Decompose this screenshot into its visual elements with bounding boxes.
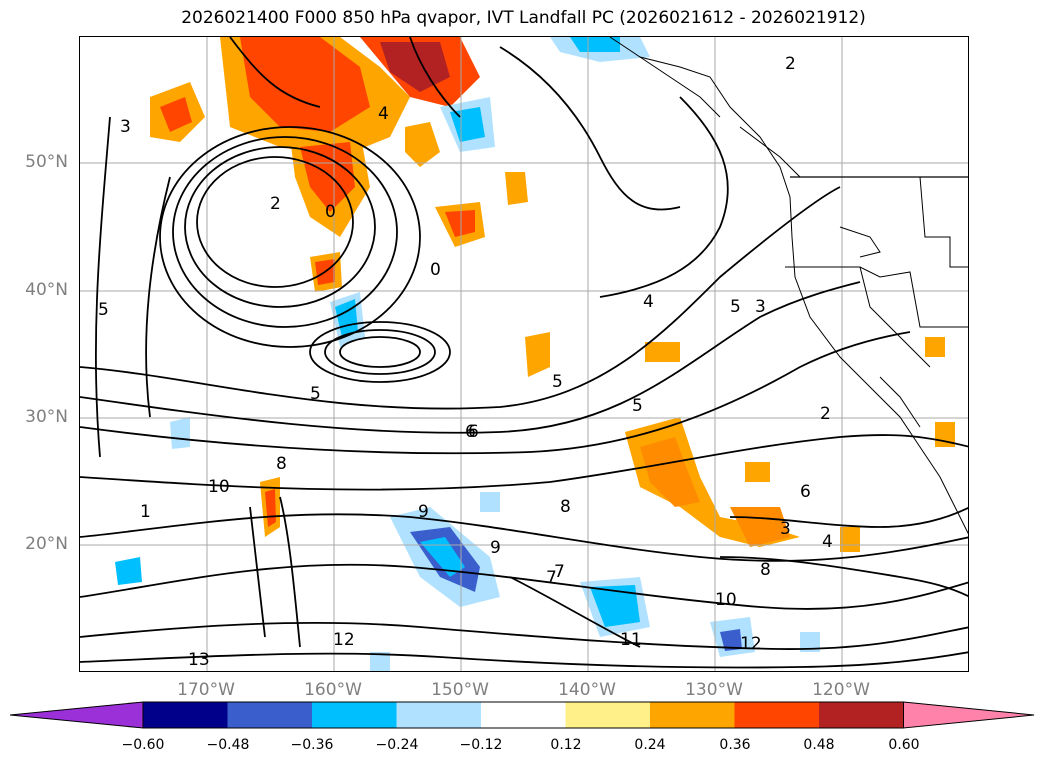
- lat-label-40n: 40°N: [25, 280, 68, 300]
- colorbar-tick-label: −0.24: [375, 737, 419, 753]
- contour-label: 6: [800, 482, 811, 502]
- lat-label-30n: 30°N: [25, 407, 68, 427]
- colorbar-segment: [227, 702, 312, 728]
- colorbar-segment: [481, 702, 566, 728]
- colorbar-segment: [396, 702, 481, 728]
- lat-label-50n: 50°N: [25, 152, 68, 172]
- colorbar-tick-label: 0.36: [719, 737, 751, 753]
- contour-label: 3: [120, 117, 131, 137]
- contour-label: 7: [546, 568, 557, 588]
- lat-label-20n: 20°N: [25, 534, 68, 554]
- colorbar-segment: [143, 702, 228, 728]
- contour-label: 4: [643, 292, 654, 312]
- contour-label: 2: [820, 404, 831, 424]
- contour-label: 9: [418, 502, 429, 522]
- lon-label-150w: 150°W: [431, 680, 489, 700]
- colorbar-extend-min: [10, 701, 144, 729]
- colorbar-segments: [10, 701, 1035, 729]
- contour-label: 0: [430, 260, 441, 280]
- contour-label: 12: [740, 634, 762, 654]
- contour-label: 5: [730, 297, 741, 317]
- contour-label: 2: [270, 194, 281, 214]
- colorbar-tick-label: 0.12: [550, 737, 582, 753]
- map-panel: 2 3 4 5 6 8 10 12 0 7 9 11 2 3 4 5 5 5 6…: [79, 36, 969, 672]
- colorbar-tick-label: 0.60: [888, 737, 920, 753]
- contour-label: 6: [468, 422, 479, 442]
- lon-label-120w: 120°W: [812, 680, 870, 700]
- contour-label: 8: [276, 454, 287, 474]
- lon-label-160w: 160°W: [304, 680, 362, 700]
- contour-label: 5: [632, 396, 643, 416]
- colorbar-tick-label: 0.48: [803, 737, 835, 753]
- contour-label: 10: [208, 477, 230, 497]
- contour-label: 7: [554, 562, 565, 582]
- colorbar-segment: [734, 702, 819, 728]
- contour-label: 4: [822, 532, 833, 552]
- contour-label: 11: [620, 630, 642, 650]
- contour-label: 5: [552, 372, 563, 392]
- colorbar-segment: [650, 702, 735, 728]
- coastline: [609, 37, 968, 535]
- lon-label-140w: 140°W: [558, 680, 616, 700]
- map-title: 2026021400 F000 850 hPa qvapor, IVT Land…: [181, 8, 866, 28]
- map-canvas: 2 3 4 5 6 8 10 12 0 7 9 11 2 3 4 5 5 5 6…: [80, 37, 968, 671]
- contour-label: 10: [715, 590, 737, 610]
- colorbar: [10, 701, 1035, 729]
- contour-label: 5: [310, 384, 321, 404]
- contour-label: 3: [755, 297, 766, 317]
- colorbar-segment: [819, 702, 904, 728]
- contour-label: 1: [140, 502, 151, 522]
- contour-label: 8: [560, 497, 571, 517]
- lon-label-170w: 170°W: [177, 680, 235, 700]
- negative-anomaly-shading: [115, 37, 820, 671]
- contour-lines: [80, 37, 968, 669]
- contour-label: 13: [188, 650, 210, 670]
- lon-label-130w: 130°W: [685, 680, 743, 700]
- contour-label: 5: [98, 300, 109, 320]
- colorbar-segment: [565, 702, 650, 728]
- colorbar-segment: [312, 702, 397, 728]
- graticule: [80, 37, 968, 671]
- contour-label: 9: [490, 538, 501, 558]
- positive-anomaly-shading: [150, 37, 955, 552]
- colorbar-outline: [142, 701, 904, 729]
- contour-label: 12: [333, 630, 355, 650]
- colorbar-tick-label: −0.36: [290, 737, 334, 753]
- contour-label: 3: [780, 519, 791, 539]
- colorbar-tick-label: −0.60: [121, 737, 165, 753]
- colorbar-extend-max: [903, 701, 1035, 729]
- colorbar-tick-label: −0.12: [459, 737, 503, 753]
- contour-labels: 2 3 4 5 6 8 10 12 0 7 9 11 2 3 4 5 5 5 6…: [98, 54, 833, 670]
- colorbar-tick-label: −0.48: [206, 737, 250, 753]
- contour-label: 4: [378, 104, 389, 124]
- colorbar-tick-label: 0.24: [634, 737, 666, 753]
- contour-label: 6: [465, 422, 476, 442]
- contour-label: 8: [760, 560, 771, 580]
- contour-label: 2: [785, 54, 796, 74]
- contour-label: 0: [325, 202, 336, 222]
